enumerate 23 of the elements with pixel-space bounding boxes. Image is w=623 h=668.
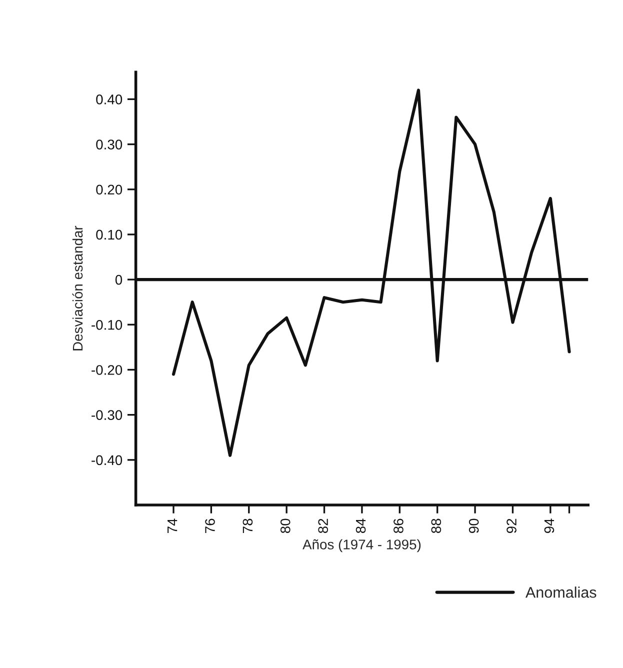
y-tick-label: 0 — [115, 274, 122, 285]
x-tick-label: 84 — [356, 518, 366, 534]
x-tick-label: 78 — [242, 518, 253, 533]
x-tick-label: 80 — [280, 518, 290, 534]
x-tick-label: 86 — [394, 518, 404, 534]
x-tick-label: 82 — [318, 518, 328, 534]
y-tick-label: 0.30 — [96, 140, 122, 150]
y-tick-label: -0.40 — [92, 455, 122, 466]
x-tick-label: 74 — [168, 518, 178, 533]
x-tick-label: 90 — [468, 518, 479, 533]
x-axis-title: Años (1974 - 1995) — [302, 539, 421, 552]
y-tick-label: -0.30 — [92, 410, 122, 420]
y-tick-label: 0.10 — [96, 230, 122, 240]
y-axis-title: Desviación estandar — [72, 226, 83, 350]
x-tick-label: 92 — [506, 518, 516, 533]
legend-label: Anomalias — [525, 586, 596, 598]
y-tick-label: 0.20 — [96, 184, 122, 195]
x-tick-label: 88 — [431, 518, 442, 534]
y-tick-label: -0.20 — [92, 365, 122, 375]
x-tick-label: 94 — [544, 518, 554, 533]
y-tick-label: -0.10 — [92, 320, 122, 330]
y-tick-label: 0.40 — [96, 94, 122, 104]
x-tick-label: 76 — [205, 518, 215, 533]
